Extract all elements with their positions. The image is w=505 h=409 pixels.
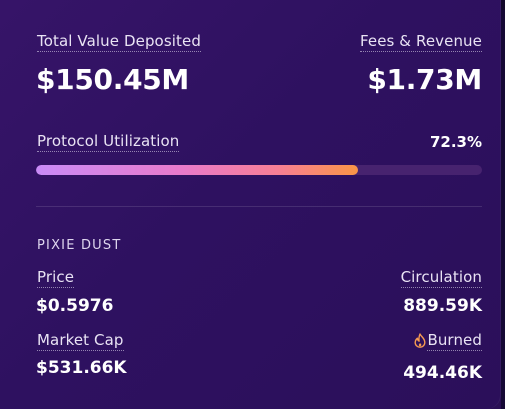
burned-value: 494.46K <box>403 363 482 383</box>
price-value: $0.5976 <box>36 296 114 316</box>
fees-revenue-value: $1.73M <box>367 63 482 96</box>
window-edge <box>501 0 505 409</box>
flame-icon <box>414 333 426 348</box>
protocol-utilization-label[interactable]: Protocol Utilization <box>37 132 180 152</box>
section-divider <box>36 206 482 207</box>
price-label[interactable]: Price <box>37 268 75 288</box>
protocol-utilization-value: 72.3% <box>429 133 482 151</box>
fees-revenue-label[interactable]: Fees & Revenue <box>359 32 482 52</box>
burned-label[interactable]: Burned <box>427 331 482 351</box>
utilization-progress-fill <box>36 165 359 175</box>
token-section-title: PIXIE DUST <box>37 238 122 253</box>
circulation-label[interactable]: Circulation <box>400 268 482 288</box>
market-cap-value: $531.66K <box>36 358 127 378</box>
utilization-progress-bar <box>36 165 482 175</box>
circulation-value: 889.59K <box>403 296 482 316</box>
market-cap-label[interactable]: Market Cap <box>37 331 124 351</box>
total-value-deposited-value: $150.45M <box>36 63 189 96</box>
total-value-deposited-label[interactable]: Total Value Deposited <box>37 32 201 52</box>
